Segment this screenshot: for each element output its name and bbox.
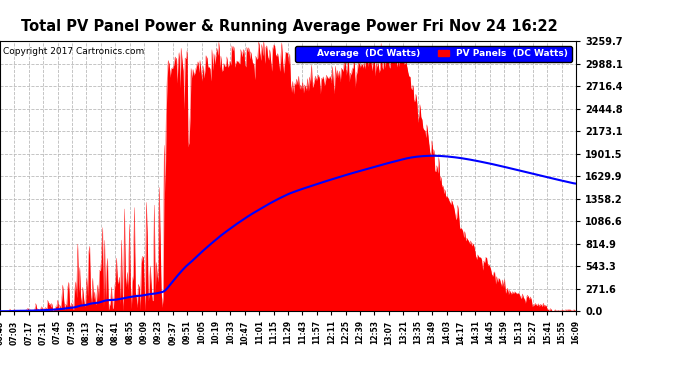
Legend: Average  (DC Watts), PV Panels  (DC Watts): Average (DC Watts), PV Panels (DC Watts): [295, 46, 571, 62]
Text: Total PV Panel Power & Running Average Power Fri Nov 24 16:22: Total PV Panel Power & Running Average P…: [21, 19, 558, 34]
Text: Copyright 2017 Cartronics.com: Copyright 2017 Cartronics.com: [3, 47, 145, 56]
